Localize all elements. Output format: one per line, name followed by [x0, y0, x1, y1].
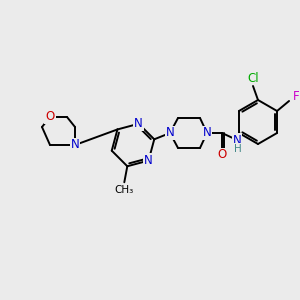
Text: N: N [70, 139, 80, 152]
Text: N: N [144, 154, 153, 167]
Text: CH₃: CH₃ [115, 185, 134, 195]
Text: Cl: Cl [247, 71, 259, 85]
Text: O: O [218, 148, 226, 161]
Text: O: O [45, 110, 55, 124]
Text: N: N [232, 134, 242, 146]
Text: N: N [202, 127, 211, 140]
Text: N: N [166, 127, 174, 140]
Text: N: N [134, 117, 143, 130]
Text: F: F [293, 91, 299, 103]
Text: H: H [234, 144, 242, 154]
